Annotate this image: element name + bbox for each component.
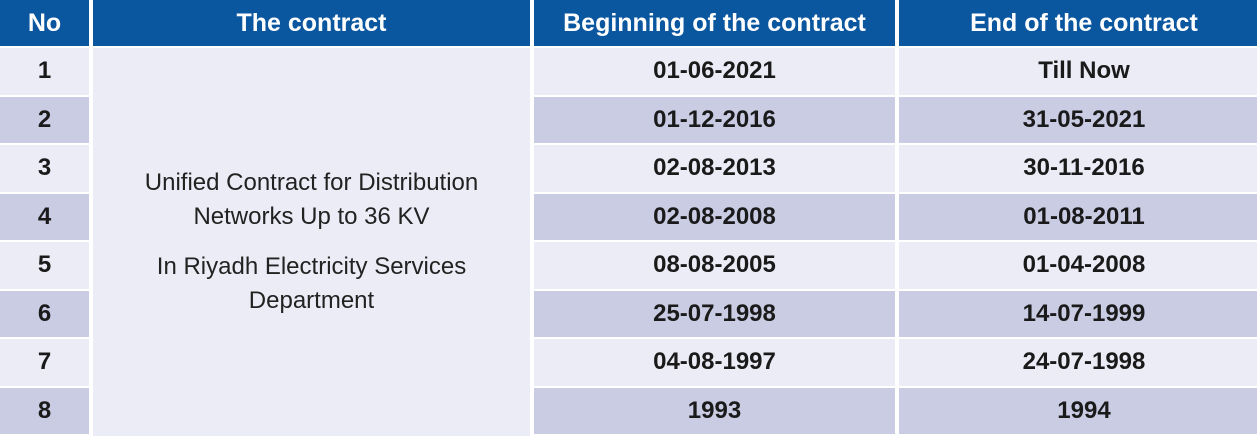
row-no: 6 bbox=[0, 290, 89, 339]
row-end: 24-07-1998 bbox=[899, 339, 1257, 388]
row-no: 1 bbox=[0, 48, 89, 97]
row-no: 3 bbox=[0, 145, 89, 194]
row-beginning: 01-12-2016 bbox=[534, 96, 895, 145]
row-no: 4 bbox=[0, 193, 89, 242]
contract-line-1: Unified Contract for Distribution bbox=[144, 169, 479, 196]
row-end: 30-11-2016 bbox=[899, 145, 1257, 194]
row-beginning: 08-08-2005 bbox=[534, 242, 895, 291]
contract-description: Unified Contract for Distribution Networ… bbox=[93, 48, 530, 436]
row-beginning: 04-08-1997 bbox=[534, 339, 895, 388]
row-end: 31-05-2021 bbox=[899, 96, 1257, 145]
row-end: 14-07-1999 bbox=[899, 290, 1257, 339]
contract-line-4: Department bbox=[248, 287, 375, 314]
row-end: 01-04-2008 bbox=[899, 242, 1257, 291]
row-end: 01-08-2011 bbox=[899, 193, 1257, 242]
row-no: 7 bbox=[0, 339, 89, 388]
row-no: 2 bbox=[0, 96, 89, 145]
header-contract: The contract bbox=[93, 0, 530, 48]
header-no: No bbox=[0, 0, 89, 48]
header-end: End of the contract bbox=[899, 0, 1257, 48]
contract-line-2: Networks Up to 36 KV bbox=[193, 203, 430, 230]
row-beginning: 02-08-2008 bbox=[534, 193, 895, 242]
row-beginning: 25-07-1998 bbox=[534, 290, 895, 339]
row-no: 5 bbox=[0, 242, 89, 291]
row-beginning: 1993 bbox=[534, 387, 895, 436]
contract-line-3: In Riyadh Electricity Services bbox=[156, 253, 467, 280]
row-beginning: 02-08-2013 bbox=[534, 145, 895, 194]
row-no: 8 bbox=[0, 387, 89, 436]
row-beginning: 01-06-2021 bbox=[534, 48, 895, 97]
row-end: Till Now bbox=[899, 48, 1257, 97]
header-beginning: Beginning of the contract bbox=[534, 0, 895, 48]
row-end: 1994 bbox=[899, 387, 1257, 436]
